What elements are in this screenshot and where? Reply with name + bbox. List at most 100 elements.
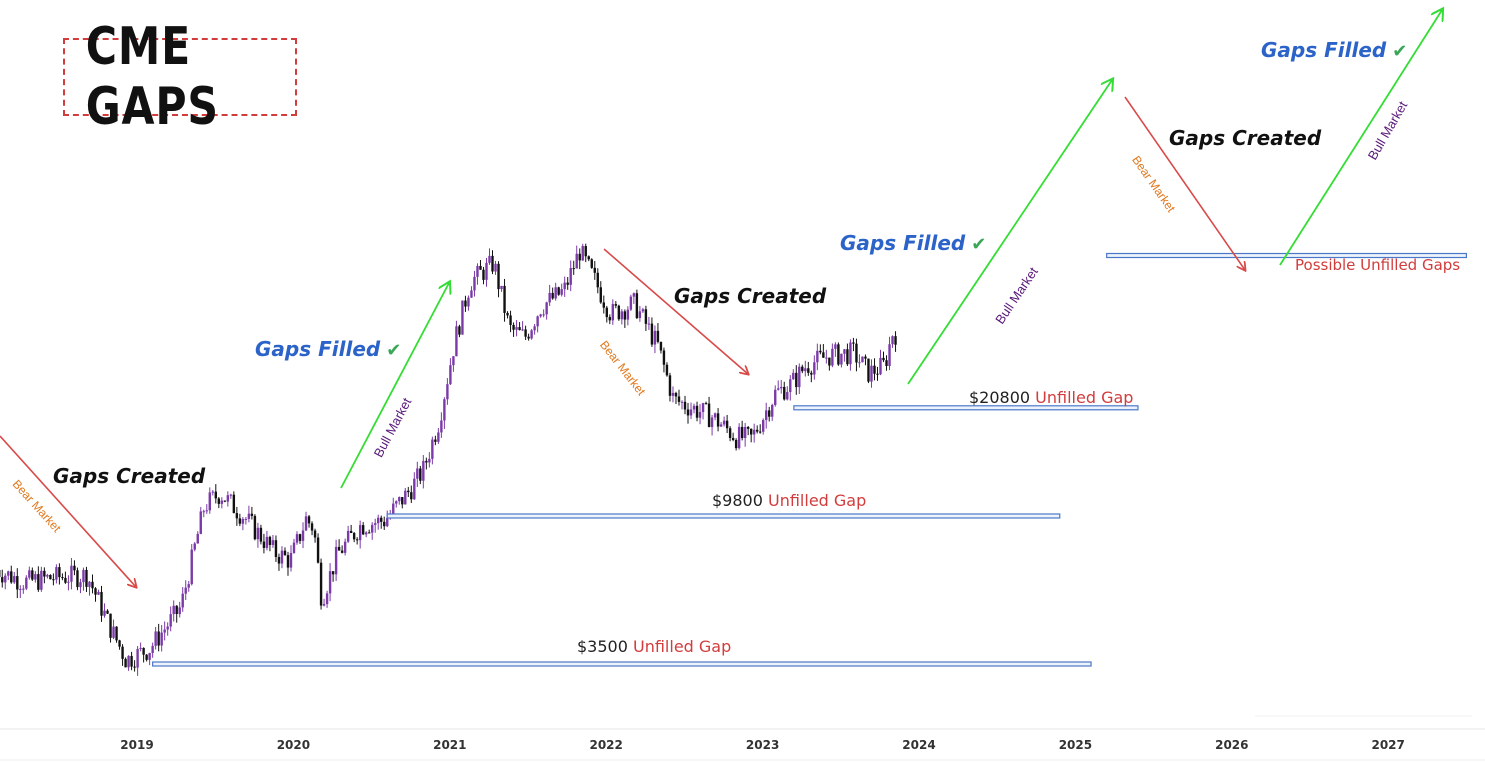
x-tick-label: 2025 bbox=[1059, 738, 1092, 752]
candle-up bbox=[226, 495, 230, 502]
candle-up bbox=[127, 655, 130, 668]
candle-down bbox=[731, 437, 735, 440]
gap-label-9800: $9800 Unfilled Gap bbox=[712, 491, 866, 510]
candle-up bbox=[647, 323, 651, 325]
candle-down bbox=[100, 591, 103, 616]
candle-down bbox=[578, 253, 581, 261]
candle-down bbox=[16, 576, 19, 590]
candle-up bbox=[247, 513, 251, 519]
candle-down bbox=[250, 513, 254, 516]
candle-down bbox=[434, 439, 437, 442]
candle-up bbox=[386, 517, 389, 527]
candle-up bbox=[798, 366, 801, 388]
candle-up bbox=[455, 326, 458, 357]
chart-title: CME GAPS bbox=[85, 17, 219, 137]
candle-up bbox=[208, 492, 211, 511]
gap-line-2 bbox=[793, 405, 1139, 411]
candle-down bbox=[94, 588, 97, 595]
candle-down bbox=[145, 654, 148, 660]
candle-up bbox=[563, 282, 566, 290]
candle-down bbox=[262, 541, 266, 548]
candle-down bbox=[518, 327, 521, 331]
candle-up bbox=[413, 478, 416, 500]
candle-up bbox=[825, 357, 828, 359]
bear-arrow-2018 bbox=[0, 435, 136, 587]
candle-up bbox=[752, 429, 756, 435]
bull-arrow-2024 bbox=[907, 80, 1112, 385]
gap-line-1 bbox=[386, 513, 1061, 519]
candle-up bbox=[560, 289, 563, 295]
candle-down bbox=[810, 372, 813, 375]
candle-down bbox=[819, 350, 822, 353]
candle-down bbox=[259, 527, 263, 542]
candle-down bbox=[852, 342, 855, 344]
candle-down bbox=[401, 497, 404, 505]
candle-up bbox=[626, 309, 630, 320]
candle-up bbox=[813, 362, 816, 375]
candle-down bbox=[572, 268, 575, 270]
candle-down bbox=[740, 426, 744, 439]
candle-up bbox=[515, 327, 518, 330]
candle-down bbox=[557, 287, 560, 295]
gaps-filled-text: Gaps Filled bbox=[1261, 38, 1387, 62]
candle-up bbox=[888, 344, 891, 367]
gap-price: $20800 bbox=[969, 388, 1031, 407]
candle-down bbox=[734, 439, 738, 449]
candle-up bbox=[488, 255, 491, 263]
candle-up bbox=[229, 494, 233, 496]
candle-down bbox=[864, 356, 867, 359]
candle-up bbox=[196, 533, 199, 544]
candle-down bbox=[617, 305, 621, 320]
candle-down bbox=[307, 516, 311, 524]
candle-down bbox=[61, 577, 64, 579]
candle-up bbox=[671, 392, 675, 396]
candle-up bbox=[536, 316, 539, 327]
candle-down bbox=[419, 468, 422, 481]
candle-up bbox=[554, 287, 557, 299]
candle-down bbox=[361, 525, 365, 535]
candle-down bbox=[608, 317, 612, 321]
candle-up bbox=[789, 379, 792, 393]
candle-up bbox=[103, 610, 106, 616]
candle-down bbox=[707, 403, 711, 428]
candle-down bbox=[749, 428, 753, 435]
candle-up bbox=[870, 365, 873, 382]
candle-up bbox=[834, 344, 837, 349]
candle-down bbox=[10, 571, 13, 583]
candle-up bbox=[343, 541, 347, 553]
candle-down bbox=[605, 307, 609, 318]
x-tick-label: 2021 bbox=[433, 738, 466, 752]
check-icon: ✔ bbox=[1392, 41, 1408, 62]
candle-down bbox=[509, 315, 512, 325]
candle-up bbox=[325, 593, 329, 605]
gap-lines bbox=[152, 252, 1468, 667]
candle-down bbox=[801, 366, 804, 372]
candle-down bbox=[644, 309, 648, 324]
candle-down bbox=[686, 409, 690, 416]
candle-down bbox=[331, 571, 335, 575]
candle-up bbox=[680, 401, 684, 403]
candle-down bbox=[91, 581, 94, 589]
candle-down bbox=[277, 556, 281, 564]
candle-up bbox=[792, 372, 795, 380]
candle-down bbox=[383, 521, 386, 527]
candle-up bbox=[241, 519, 245, 524]
candle-down bbox=[755, 429, 759, 432]
candle-up bbox=[843, 349, 846, 354]
candle-up bbox=[431, 439, 434, 459]
candle-up bbox=[364, 532, 368, 535]
candle-up bbox=[548, 292, 551, 303]
candle-up bbox=[148, 653, 151, 660]
candle-down bbox=[524, 329, 527, 337]
candle-down bbox=[223, 500, 227, 502]
candle-up bbox=[470, 290, 473, 298]
candle-down bbox=[337, 546, 341, 551]
candle-up bbox=[395, 501, 398, 504]
candle-down bbox=[725, 420, 729, 429]
candle-up bbox=[19, 589, 22, 591]
candle-up bbox=[97, 591, 100, 595]
gaps-filled-label-2024: Gaps Filled ✔ bbox=[840, 231, 986, 255]
candle-down bbox=[310, 523, 314, 531]
candle-up bbox=[187, 584, 190, 588]
